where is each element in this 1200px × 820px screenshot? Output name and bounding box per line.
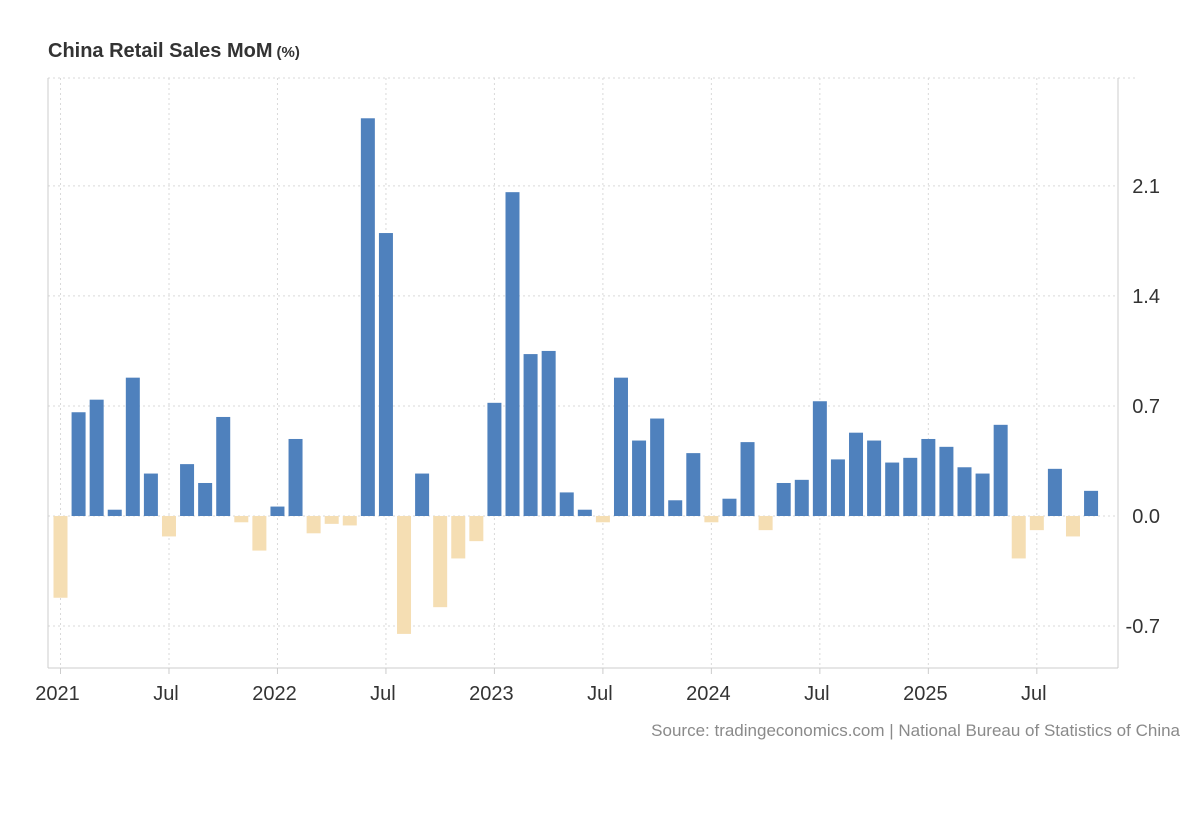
bar: Apr 2021: 0.04 <box>107 509 122 516</box>
bar: Oct 2025: 0.16 <box>1084 490 1099 516</box>
bar: Feb 2023: 2.06 <box>505 192 520 516</box>
bar: Apr 2025: 0.27 <box>975 473 990 516</box>
bar: Aug 2022: -0.75 <box>397 516 412 634</box>
chart-title-block: China Retail Sales MoM (%) <box>48 40 300 63</box>
bar: Aug 2021: 0.33 <box>180 464 195 516</box>
chart-unit: (%) <box>276 44 300 61</box>
bar: Jun 2024: 0.23 <box>794 479 809 516</box>
bar: Jul 2021: -0.13 <box>161 516 176 537</box>
bar: Jun 2023: 0.04 <box>577 509 592 516</box>
bar: Nov 2022: -0.27 <box>451 516 466 559</box>
bar: Jul 2023: -0.04 <box>595 516 610 523</box>
bar: Feb 2022: 0.49 <box>288 438 303 516</box>
bar: Jul 2025: -0.09 <box>1029 516 1044 531</box>
bar: Sep 2023: 0.48 <box>632 440 647 516</box>
bar: Nov 2023: 0.1 <box>668 500 683 516</box>
bar: May 2024: 0.21 <box>776 482 791 516</box>
source-note: Source: tradingeconomics.com | National … <box>651 721 1180 740</box>
bar: May 2025: 0.58 <box>993 424 1008 516</box>
x-tick-label: 2022 <box>252 683 297 705</box>
x-tick-label: 2021 <box>35 683 80 705</box>
bar: Aug 2024: 0.36 <box>830 459 845 516</box>
y-tick-label: -0.7 <box>1126 616 1160 638</box>
x-tick-label: Jul <box>587 683 613 705</box>
bar: Nov 2021: -0.04 <box>234 516 249 523</box>
y-tick-label: 0.7 <box>1132 396 1160 418</box>
bar: Sep 2021: 0.21 <box>198 482 213 516</box>
bar: Mar 2023: 1.03 <box>523 354 538 516</box>
bar: Jul 2022: 1.8 <box>378 233 393 517</box>
bar: Feb 2024: 0.11 <box>722 498 737 516</box>
bar: Dec 2021: -0.22 <box>252 516 267 551</box>
bar: May 2021: 0.88 <box>125 377 140 516</box>
bar: Oct 2023: 0.62 <box>650 418 665 516</box>
bar: Mar 2025: 0.31 <box>957 467 972 516</box>
bar: Jan 2023: 0.72 <box>487 402 502 516</box>
bar: Dec 2022: -0.16 <box>469 516 484 542</box>
bar: Apr 2024: -0.09 <box>758 516 773 531</box>
bar: Sep 2025: -0.13 <box>1065 516 1080 537</box>
bar: Sep 2024: 0.53 <box>849 432 864 516</box>
bar: Feb 2025: 0.44 <box>939 446 954 516</box>
bar: Jun 2025: -0.27 <box>1011 516 1026 559</box>
bar: Dec 2024: 0.37 <box>903 457 918 516</box>
x-tick-label: Jul <box>153 683 179 705</box>
bar: Aug 2023: 0.88 <box>613 377 628 516</box>
x-tick-label: Jul <box>804 683 830 705</box>
x-tick-label: 2025 <box>903 683 948 705</box>
bar: Jan 2024: -0.04 <box>704 516 719 523</box>
bar: Dec 2023: 0.4 <box>686 453 701 516</box>
bar: Nov 2024: 0.34 <box>885 462 900 516</box>
bar: Jan 2021: -0.52 <box>53 516 68 598</box>
bar: Mar 2022: -0.11 <box>306 516 321 534</box>
bar: Jul 2024: 0.73 <box>812 401 827 516</box>
bar: Oct 2021: 0.63 <box>216 416 231 516</box>
chart-title: China Retail Sales MoM <box>48 40 273 62</box>
x-tick-label: 2023 <box>469 683 514 705</box>
bar: Mar 2024: 0.47 <box>740 442 755 516</box>
bar: May 2023: 0.15 <box>559 492 574 516</box>
bar-chart: -0.7 0.0 0.7 1.4 2.1 2021 Jul 2022 Jul 2023 Jul 202… <box>35 77 1160 705</box>
bar: Mar 2021: 0.74 <box>89 399 104 516</box>
bar: Jan 2022: 0.06 <box>270 506 285 516</box>
x-tick-label: Jul <box>370 683 396 705</box>
bar: Jun 2022: 2.53 <box>360 118 375 516</box>
y-tick-label: 1.4 <box>1132 286 1160 308</box>
bar: Oct 2022: -0.58 <box>433 516 448 608</box>
bar: Jan 2025: 0.49 <box>921 438 936 516</box>
x-tick-label: 2024 <box>686 683 731 705</box>
bar: Sep 2022: 0.27 <box>415 473 430 516</box>
y-tick-label: 0.0 <box>1132 506 1160 528</box>
bar: Apr 2023: 1.05 <box>541 350 556 516</box>
x-tick-label: Jul <box>1021 683 1047 705</box>
bar: Aug 2025: 0.3 <box>1047 468 1062 516</box>
bar: May 2022: -0.06 <box>342 516 357 526</box>
bar: Jun 2021: 0.27 <box>143 473 158 516</box>
bar: Oct 2024: 0.48 <box>867 440 882 516</box>
bar: Feb 2021: 0.66 <box>71 412 86 516</box>
bar: Apr 2022: -0.05 <box>324 516 339 524</box>
y-tick-label: 2.1 <box>1132 176 1160 198</box>
